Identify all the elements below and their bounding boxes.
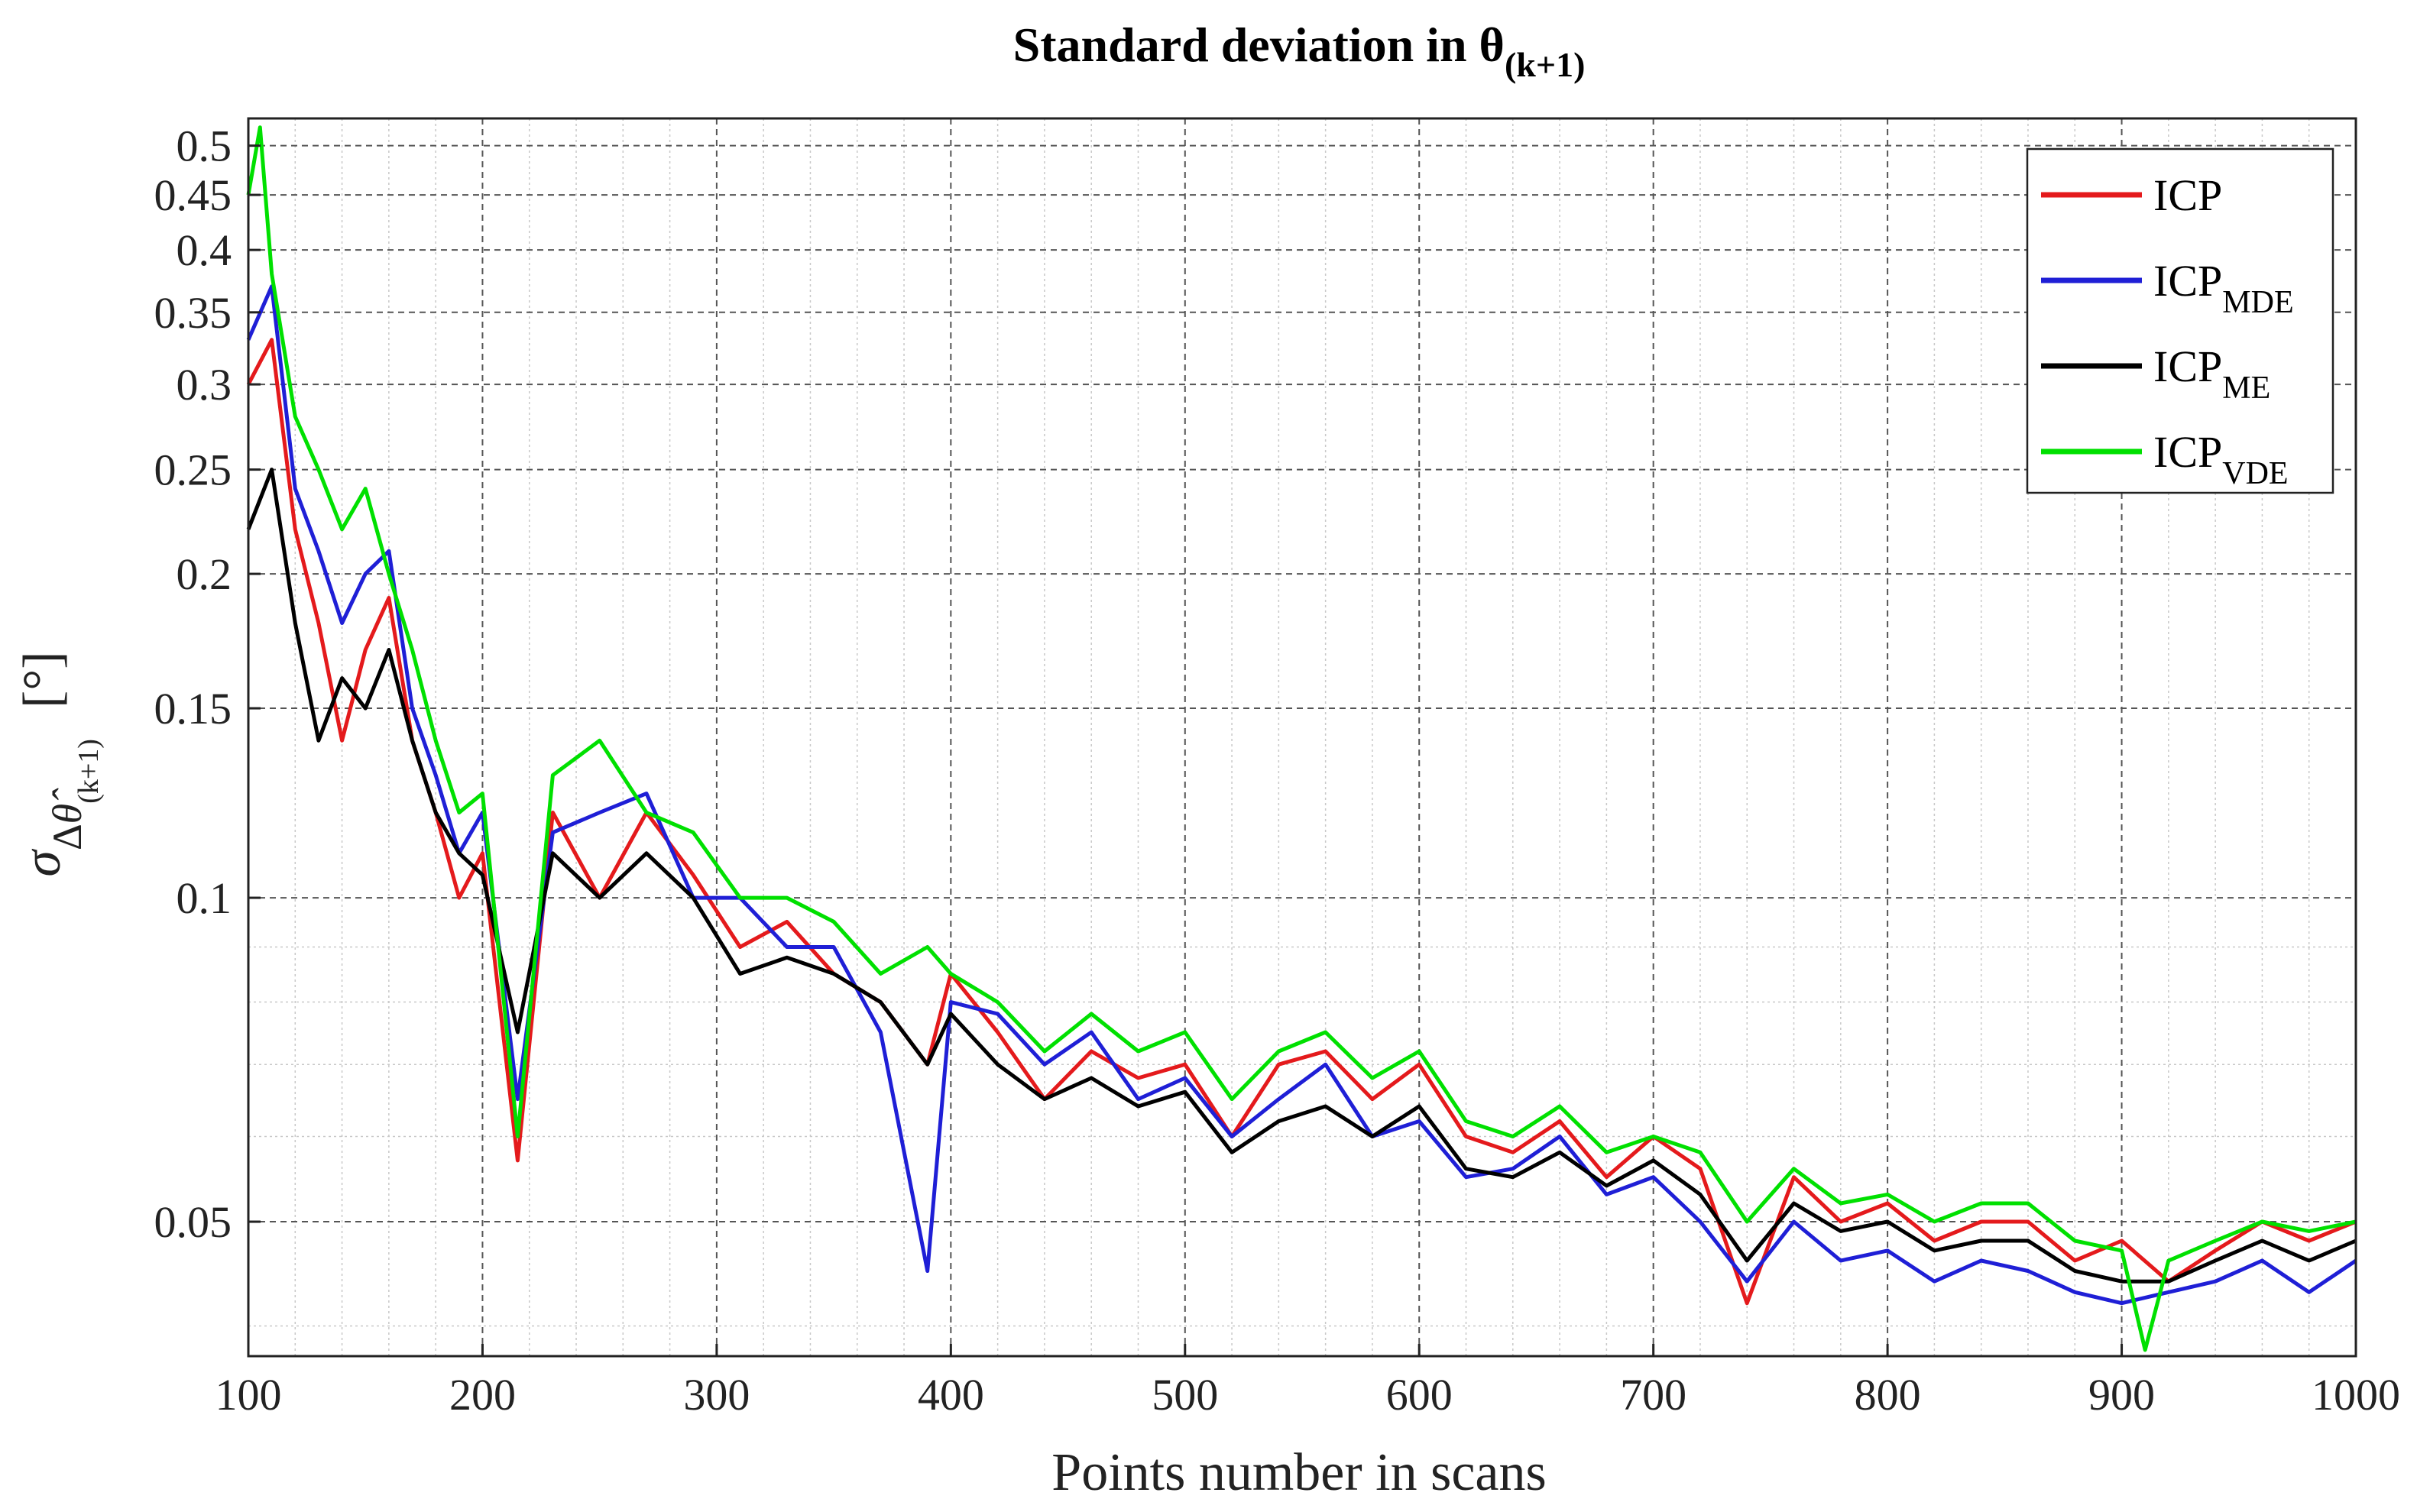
legend-entry: ICPMDE [2153, 256, 2294, 320]
legend-box [2026, 147, 2334, 494]
y-tick-label: 0.5 [177, 121, 232, 171]
x-axis-label: Points number in scans [1051, 1443, 1546, 1502]
y-tick-label: 0.45 [154, 170, 232, 220]
x-tick-label: 900 [2088, 1370, 2155, 1420]
y-tick-label: 0.1 [177, 873, 232, 923]
minor-grid [248, 118, 2356, 1356]
y-tick-label: 0.15 [154, 684, 232, 733]
series-line-icp-mde [246, 284, 2357, 1306]
x-axis: 100 200 300 400 500 600 700 800 900 1000 [215, 1344, 2400, 1420]
x-tick-label: 800 [1855, 1370, 1921, 1420]
y-axis-label-unit: [°] [13, 651, 72, 708]
y-axis-label-index: (k+1) [73, 739, 105, 804]
series-line-icp-me [246, 468, 2357, 1284]
chart-title: Standard deviation in θ(k+1) [1013, 18, 1586, 84]
x-tick-label: 700 [1620, 1370, 1686, 1420]
legend: ICP ICPMDE ICPME ICPVDE [2026, 147, 2334, 494]
legend-entry: ICPVDE [2153, 427, 2289, 491]
y-tick-label: 0.2 [177, 549, 232, 599]
y-axis-label-symbol: σ [13, 849, 72, 877]
legend-entry: ICPME [2153, 342, 2270, 406]
series-line-icp [246, 338, 2357, 1306]
chart-title-subscript: (k+1) [1505, 45, 1585, 84]
svg-text:σΔθ̂(k+1)[°]: σΔθ̂(k+1)[°] [13, 651, 105, 876]
x-tick-label: 500 [1152, 1370, 1218, 1420]
series-layer [246, 125, 2357, 1352]
y-axis: 0.05 0.1 0.15 0.2 0.25 0.3 0.35 0.40.450.5 [154, 121, 261, 1247]
y-tick-label: 0.25 [154, 445, 232, 495]
y-axis-label: σΔθ̂(k+1)[°] [13, 651, 105, 876]
plot-area-frame [247, 117, 2357, 1358]
y-tick-label: 0.35 [154, 288, 232, 338]
x-tick-label: 100 [215, 1370, 282, 1420]
y-tick-label: 0.3 [177, 360, 232, 410]
x-tick-label: 400 [918, 1370, 984, 1420]
y-tick-label: 0.05 [154, 1197, 232, 1247]
y-axis-label-delta: Δ [44, 824, 90, 850]
x-tick-label: 200 [449, 1370, 516, 1420]
x-tick-label: 600 [1386, 1370, 1453, 1420]
x-tick-label: 1000 [2312, 1370, 2400, 1420]
y-tick-label: 0.4 [177, 225, 232, 275]
legend-entry: ICP [2153, 170, 2222, 220]
chart-title-main: Standard deviation in θ [1013, 18, 1505, 72]
x-tick-label: 300 [683, 1370, 750, 1420]
series-line-icp-vde [246, 125, 2357, 1352]
